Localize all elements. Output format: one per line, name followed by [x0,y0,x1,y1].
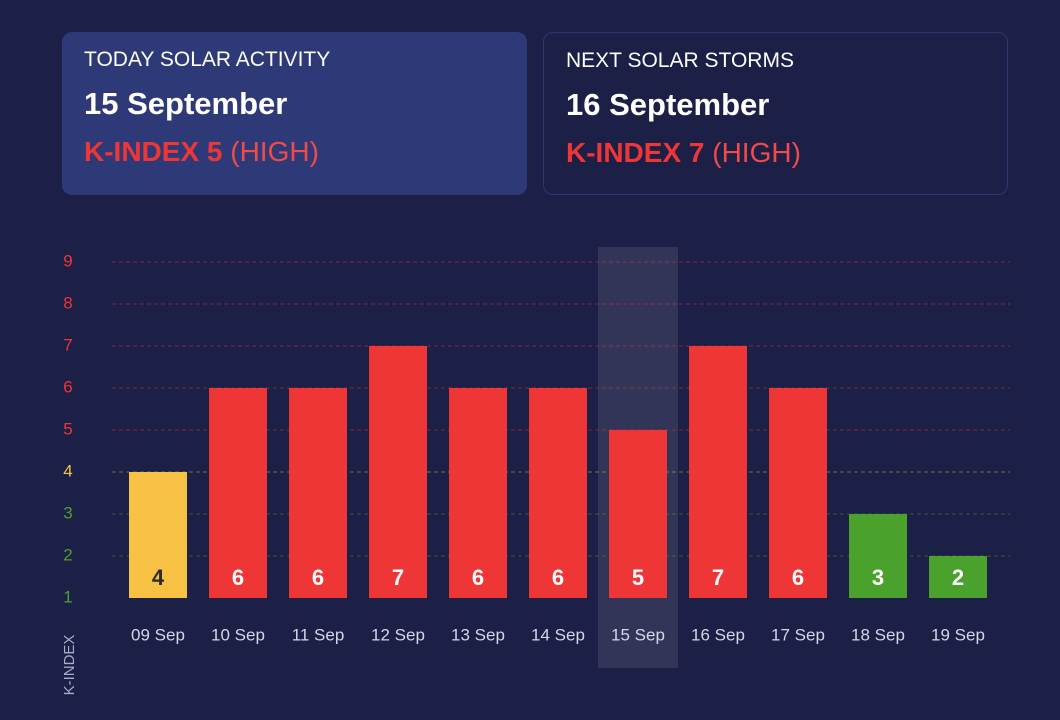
card-date: 15 September [84,86,288,121]
k-index: K-INDEX 7 [566,137,705,168]
x-tick-label: 17 Sep [771,625,825,644]
value-label: 3 [872,565,884,590]
y-axis-label: K-INDEX [61,635,78,696]
bar [849,514,907,598]
value-label: 7 [392,565,404,590]
level: (HIGH) [712,137,801,168]
bar [369,346,427,598]
bar [769,388,827,598]
value-label: 4 [152,565,165,590]
y-tick-label: 1 [63,587,72,606]
x-tick-label: 09 Sep [131,625,185,644]
value-label: 6 [472,565,484,590]
bar [289,388,347,598]
x-tick-label: 11 Sep [292,625,345,644]
x-tick-label: 10 Sep [211,625,265,644]
value-label: 6 [552,565,564,590]
card-title: TODAY SOLAR ACTIVITY [84,48,331,71]
value-label: 2 [952,565,964,590]
x-tick-label: 14 Sep [531,625,585,644]
bar [209,388,267,598]
value-label: 5 [632,565,644,590]
bar [689,346,747,598]
y-tick-label: 5 [63,419,72,438]
card-title: NEXT SOLAR STORMS [566,49,794,72]
card-kindex: K-INDEX 7 (HIGH) [566,137,985,169]
x-tick-label: 16 Sep [691,625,745,644]
x-tick-label: 19 Sep [931,625,985,644]
value-label: 6 [232,565,244,590]
y-tick-label: 6 [63,377,72,396]
card-date: 16 September [566,87,770,122]
bar [129,472,187,598]
y-tick-label: 8 [63,293,72,312]
value-label: 7 [712,565,724,590]
y-tick-label: 7 [63,335,72,354]
bar [609,430,667,598]
level: (HIGH) [230,136,319,167]
x-tick-label: 15 Sep [611,625,665,644]
x-tick-label: 13 Sep [451,625,505,644]
bar [449,388,507,598]
y-tick-label: 9 [63,251,72,270]
next-card: NEXT SOLAR STORMS 16 September K-INDEX 7… [543,32,1008,195]
x-tick-label: 18 Sep [851,625,905,644]
bar [929,556,987,598]
bar [529,388,587,598]
value-label: 6 [312,565,324,590]
k-index: K-INDEX 5 [84,136,223,167]
y-tick-label: 4 [63,461,72,480]
y-tick-label: 2 [63,545,72,564]
today-card: TODAY SOLAR ACTIVITY 15 September K-INDE… [62,32,527,195]
y-tick-label: 3 [63,503,72,522]
card-kindex: K-INDEX 5 (HIGH) [84,136,505,168]
x-tick-label: 12 Sep [371,625,425,644]
value-label: 6 [792,565,804,590]
